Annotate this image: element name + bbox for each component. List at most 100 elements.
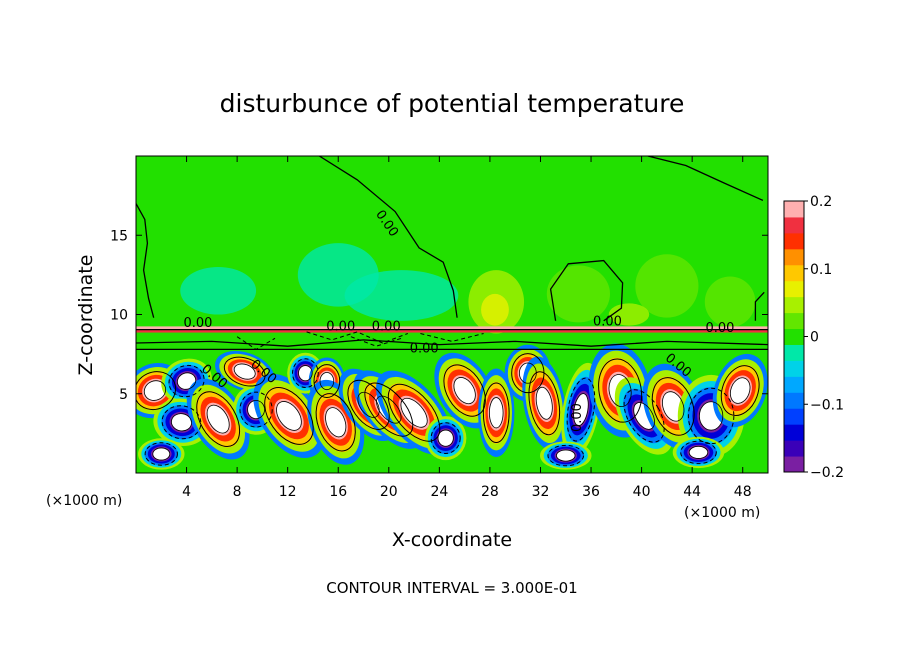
plume-core: [152, 447, 170, 461]
contour-ring-inner: [535, 386, 553, 420]
contour-ring: [528, 371, 561, 436]
inversion-band: [136, 326, 768, 331]
contour-ring: [623, 389, 665, 443]
contour-ring: [168, 364, 205, 398]
chart-title: disturbunce of potential temperature: [220, 89, 685, 118]
colorbar-swatch: [784, 296, 804, 314]
contour-ring: [547, 444, 585, 467]
x-tick-label: 28: [481, 484, 499, 500]
plume: [138, 438, 185, 470]
plume-core: [207, 405, 230, 434]
contour-line: [549, 259, 624, 322]
colorbar-swatch: [784, 360, 804, 377]
colorbar-swatch: [784, 328, 804, 345]
contour-ring-inner: [699, 401, 724, 431]
y-tick-label: 5: [119, 387, 128, 403]
colorbar-swatch: [784, 216, 804, 234]
contour-ring: [680, 440, 717, 465]
colorbar-swatch: [784, 232, 804, 250]
contour-ring: [387, 383, 441, 442]
contour-ring-inner: [400, 397, 428, 428]
contour-ring: [315, 393, 356, 452]
upper-anomaly: [546, 265, 611, 323]
contour-line: [136, 339, 768, 347]
plume-core: [298, 365, 313, 381]
contour-ring: [720, 365, 760, 416]
contour-ring: [161, 405, 202, 440]
contour-ring: [598, 358, 643, 423]
colorbar-swatch: [784, 424, 804, 441]
x-tick-label: 32: [532, 484, 550, 500]
plume: [253, 373, 325, 459]
colorbar-tick-label: −0.1: [810, 397, 844, 413]
contour-label: 0.00: [410, 342, 439, 357]
x-tick-label: 12: [279, 484, 297, 500]
x-tick-label: 44: [683, 484, 701, 500]
plume-core: [171, 413, 192, 431]
contour-ring-inner: [453, 377, 476, 405]
contour-ring-inner: [233, 363, 256, 380]
contour-ring-inner: [357, 391, 380, 418]
contour-ring: [430, 422, 461, 454]
colorbar-tick-label: 0: [810, 330, 819, 346]
colorbar-swatch: [784, 440, 804, 457]
plume-core: [438, 430, 454, 447]
contour-ring-inner: [633, 402, 655, 430]
contour-ring-inner: [729, 377, 751, 404]
contour-line: [136, 203, 155, 318]
contour-line: [754, 291, 765, 321]
plume-core: [177, 372, 196, 390]
contour-line-negative: [420, 333, 484, 342]
plume: [672, 436, 725, 469]
contour-line-negative: [306, 331, 408, 344]
x-tick-label: 24: [430, 484, 448, 500]
y-unit-label: (×1000 m): [46, 493, 122, 509]
upper-anomaly: [608, 303, 650, 326]
colorbar-swatch: [784, 280, 804, 298]
contour-ring: [364, 382, 414, 437]
contour-ring-inner: [661, 391, 685, 422]
contour-ring-inner: [171, 413, 192, 432]
contour-label: 0.00: [593, 315, 622, 330]
x-unit-label: (×1000 m): [684, 505, 760, 521]
colorbar-tick-label: 0.1: [810, 262, 832, 278]
upper-anomaly: [180, 266, 257, 315]
plume-core: [325, 407, 346, 437]
colorbar: 0.2 0.1 0 −0.1 −0.2: [783, 194, 844, 481]
colorbar-tick-label: 0.2: [810, 194, 832, 210]
colorbar-tick-label: −0.2: [810, 465, 844, 481]
plume-core: [453, 377, 476, 404]
contour-ring-inner: [573, 393, 589, 426]
colorbar-swatch: [784, 248, 804, 266]
colorbar-swatch: [784, 344, 804, 361]
contour-ring-inner: [247, 400, 265, 420]
y-axis-ticks: 5 10 15: [110, 228, 768, 403]
colorbar-swatch: [784, 376, 804, 393]
contour-ring: [239, 391, 273, 428]
contour-ring-inner: [688, 445, 709, 459]
plume-core: [489, 397, 504, 428]
contour-line: [318, 156, 458, 318]
contour-label: 0.00: [705, 321, 734, 336]
contour-ring-inner: [206, 404, 230, 434]
contour-line-negative: [350, 336, 402, 347]
x-tick-label: 16: [329, 484, 347, 500]
upper-anomaly: [481, 293, 509, 326]
x-tick-label: 36: [582, 484, 600, 500]
contour-ring: [292, 358, 319, 388]
contour-ring: [196, 391, 241, 447]
colorbar-swatch: [784, 264, 804, 282]
contour-ring-inner: [437, 429, 454, 447]
x-tick-label: 4: [182, 484, 191, 500]
y-axis-label: Z-coordinate: [75, 255, 97, 376]
plume-core: [689, 446, 708, 459]
contour-ring: [313, 364, 341, 398]
contour-label: 0.00: [570, 403, 585, 432]
contour-ring-inner: [276, 401, 302, 431]
contour-lines: [136, 156, 768, 467]
contour-line: [647, 156, 764, 201]
plume: [424, 416, 467, 461]
x-tick-label: 8: [233, 484, 242, 500]
plume-core: [730, 377, 751, 404]
